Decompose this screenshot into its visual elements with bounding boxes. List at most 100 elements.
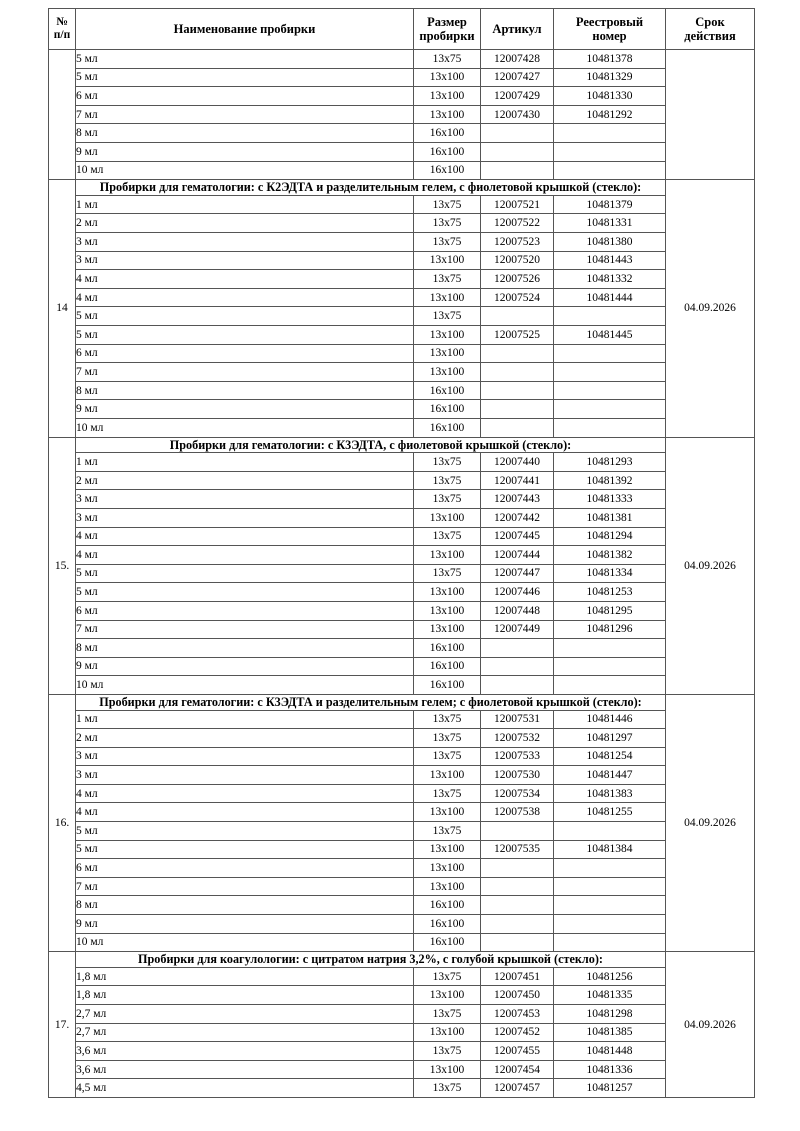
section-title-row: 15. Пробирки для гематологии: с К3ЭДТА, с… — [48, 436, 755, 695]
cell-tube-size: 16x100 — [413, 656, 481, 677]
cell-article: 12007525 — [480, 324, 554, 345]
cell-tube-size: 13x100 — [413, 582, 481, 602]
section-term-date: 04.09.2026 — [665, 693, 755, 953]
column-header-name: Наименование пробирки — [75, 8, 414, 50]
cell-registry-number — [553, 638, 666, 658]
cell-tube-size: 13x100 — [413, 287, 481, 308]
cell-tube-size: 13x75 — [413, 821, 481, 841]
cell-tube-size: 16x100 — [413, 638, 481, 658]
section-title: Пробирки для коагулологии: с цитратом на… — [75, 951, 666, 968]
cell-tube-name: 4 мл — [75, 545, 414, 565]
table-row: 10 мл 16x100 — [49, 675, 755, 695]
cell-tube-name: 9 мл — [75, 656, 414, 677]
cell-tube-size: 13x100 — [413, 600, 481, 621]
cell-tube-name: 10 мл — [75, 932, 414, 953]
table-row: 3,6 мл 13x100 12007454 10481336 — [49, 1059, 755, 1080]
column-header-number-line1: № — [56, 16, 68, 29]
cell-tube-name: 2,7 мл — [75, 1022, 414, 1043]
table-row: 2 мл 13x75 12007532 10481297 — [49, 728, 755, 748]
table-row: 4 мл 13x100 12007444 10481382 — [49, 545, 755, 565]
cell-registry-number: 10481448 — [553, 1041, 666, 1061]
cell-tube-size: 13x100 — [413, 324, 481, 345]
cell-tube-name: 3 мл — [75, 489, 414, 509]
cell-tube-size: 16x100 — [413, 141, 481, 162]
table-row: 9 мл 16x100 — [49, 914, 755, 934]
cell-article: 12007526 — [480, 269, 554, 289]
cell-tube-name: 9 мл — [75, 141, 414, 162]
column-header-size-line1: Размер — [427, 15, 467, 29]
cell-tube-size: 13x75 — [413, 746, 481, 767]
cell-article — [480, 876, 554, 897]
cell-tube-name: 6 мл — [75, 600, 414, 621]
cell-tube-size: 13x75 — [413, 1041, 481, 1061]
cell-tube-name: 8 мл — [75, 895, 414, 916]
table-row: 1,8 мл 13x75 12007451 10481256 — [49, 966, 755, 987]
table-row: 1 мл 13x75 12007521 10481379 — [49, 194, 755, 215]
cell-tube-size: 16x100 — [413, 399, 481, 419]
column-header-term-line2: действия — [684, 29, 736, 43]
table-row: 5 мл 13x100 12007535 10481384 — [49, 839, 755, 860]
cell-tube-size: 13x75 — [413, 1004, 481, 1024]
cell-registry-number: 10481333 — [553, 489, 666, 509]
table-row: 7 мл 13x100 — [49, 876, 755, 897]
table-row: 4 мл 13x75 12007526 10481332 — [49, 269, 755, 289]
section-number: 16. — [48, 693, 76, 953]
cell-tube-name: 4,5 мл — [75, 1078, 414, 1099]
cell-registry-number: 10481334 — [553, 563, 666, 584]
table-row: 8 мл 16x100 — [49, 638, 755, 658]
cell-tube-size: 13x100 — [413, 839, 481, 860]
column-header-registry: Реестровый номер — [553, 8, 666, 50]
cell-tube-name: 8 мл — [75, 123, 414, 143]
cell-registry-number: 10481384 — [553, 839, 666, 860]
cell-article: 12007450 — [480, 985, 554, 1006]
cell-registry-number: 10481294 — [553, 526, 666, 547]
cell-article — [480, 675, 554, 695]
cell-tube-size: 13x100 — [413, 362, 481, 382]
table-row: 10 мл 16x100 — [49, 932, 755, 953]
cell-tube-name: 1,8 мл — [75, 985, 414, 1006]
table-row: 5 мл 13x100 12007427 10481329 — [49, 67, 755, 88]
cell-registry-number: 10481297 — [553, 728, 666, 748]
cell-tube-name: 2,7 мл — [75, 1004, 414, 1024]
cell-article: 12007453 — [480, 1004, 554, 1024]
cell-article: 12007452 — [480, 1022, 554, 1043]
cell-tube-size: 13x100 — [413, 507, 481, 528]
table-row: 8 мл 16x100 — [49, 380, 755, 401]
section-number: 14 — [48, 179, 76, 438]
table-row: 3 мл 13x100 12007520 10481443 — [49, 250, 755, 271]
cell-registry-number — [553, 343, 666, 364]
cell-registry-number: 10481255 — [553, 802, 666, 823]
cell-tube-size: 13x100 — [413, 250, 481, 271]
table-row: 2,7 мл 13x100 12007452 10481385 — [49, 1022, 755, 1043]
cell-tube-name: 7 мл — [75, 619, 414, 640]
cell-tube-name: 10 мл — [75, 160, 414, 181]
cell-registry-number — [553, 399, 666, 419]
cell-article: 12007445 — [480, 526, 554, 547]
table-row: 5 мл 13x75 — [49, 306, 755, 326]
cell-tube-size: 13x100 — [413, 86, 481, 106]
cell-registry-number: 10481381 — [553, 507, 666, 528]
cell-tube-size: 16x100 — [413, 675, 481, 695]
cell-registry-number: 10481335 — [553, 985, 666, 1006]
cell-tube-name: 2 мл — [75, 213, 414, 233]
cell-tube-size: 13x75 — [413, 489, 481, 509]
cell-registry-number — [553, 932, 666, 953]
table-row: 3 мл 13x75 12007533 10481254 — [49, 746, 755, 767]
cell-tube-name: 7 мл — [75, 362, 414, 382]
cell-registry-number — [553, 123, 666, 143]
cell-tube-name: 4 мл — [75, 287, 414, 308]
cell-article — [480, 399, 554, 419]
cell-article: 12007442 — [480, 507, 554, 528]
table-row: 3 мл 13x75 12007523 10481380 — [49, 231, 755, 252]
table-row: 4 мл 13x100 12007524 10481444 — [49, 287, 755, 308]
cell-registry-number: 10481256 — [553, 966, 666, 987]
table-row: 6 мл 13x100 — [49, 858, 755, 878]
cell-article — [480, 858, 554, 878]
cell-article — [480, 656, 554, 677]
cell-tube-name: 3,6 мл — [75, 1041, 414, 1061]
cell-tube-size: 13x75 — [413, 783, 481, 804]
table-row: 4 мл 13x75 12007534 10481383 — [49, 783, 755, 804]
section-title-row: 14 Пробирки для гематологии: с К2ЭДТА и р… — [48, 179, 755, 438]
cell-article: 12007451 — [480, 966, 554, 987]
cell-tube-size: 13x75 — [413, 966, 481, 987]
